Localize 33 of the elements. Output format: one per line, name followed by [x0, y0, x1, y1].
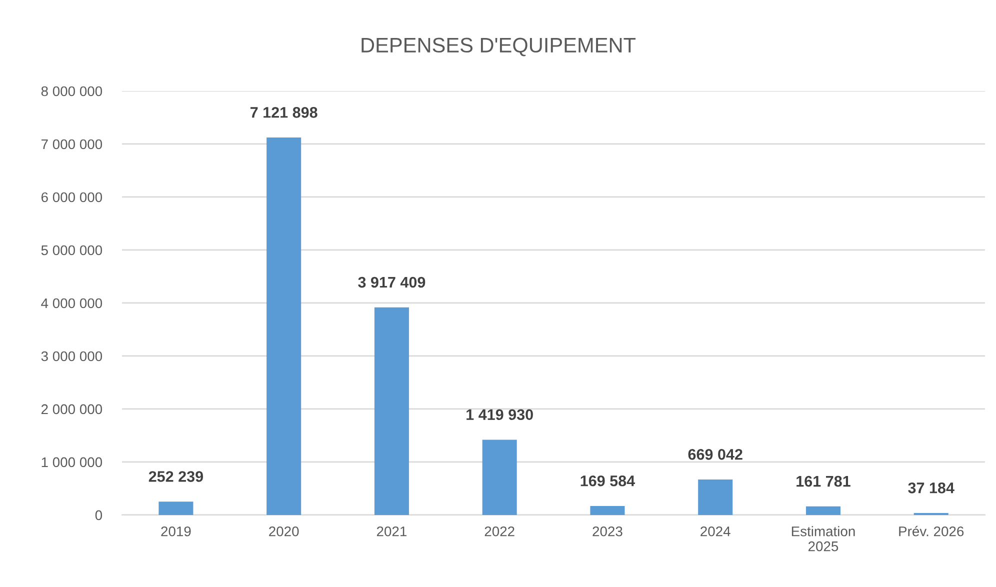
- data-label: 7 121 898: [250, 107, 318, 118]
- data-label: 37 184: [908, 482, 954, 494]
- data-label: 669 042: [688, 449, 742, 460]
- x-tick-label: 2022: [484, 526, 514, 536]
- data-label: 161 781: [796, 476, 850, 487]
- y-tick-label: 5 000 000: [41, 245, 102, 256]
- y-tick-label: 1 000 000: [42, 457, 102, 468]
- bar: [698, 480, 733, 515]
- y-tick-label: 3 000 000: [41, 351, 102, 362]
- y-tick-label: 2 000 000: [41, 404, 102, 414]
- data-label: 1 419 930: [466, 409, 533, 420]
- bar: [374, 307, 409, 515]
- x-tick-label: Prév. 2026: [899, 526, 964, 536]
- y-tick-label: 6 000 000: [41, 192, 102, 202]
- chart-title: DEPENSES D'EQUIPEMENT: [362, 38, 636, 56]
- data-label: 169 584: [580, 475, 635, 486]
- bar: [590, 506, 625, 515]
- x-tick-label: 2021: [376, 526, 406, 536]
- bar: [158, 502, 194, 515]
- bar: [266, 138, 302, 515]
- bar: [482, 440, 517, 515]
- x-tick-label: 2019: [161, 526, 191, 536]
- data-label: 3 917 409: [358, 276, 426, 288]
- data-label: 252 239: [148, 471, 203, 482]
- y-tick-label: 4 000 000: [41, 298, 102, 308]
- y-tick-label: 0: [95, 510, 102, 520]
- y-tick-label: 8 000 000: [41, 86, 102, 96]
- x-tick-label: 2023: [592, 526, 622, 536]
- x-tick-label: 2020: [269, 526, 299, 536]
- bar: [806, 506, 840, 515]
- x-tick-label: Estimation 2025: [792, 526, 855, 552]
- y-tick-label: 7 000 000: [41, 139, 102, 150]
- x-tick-label: 2024: [700, 526, 730, 536]
